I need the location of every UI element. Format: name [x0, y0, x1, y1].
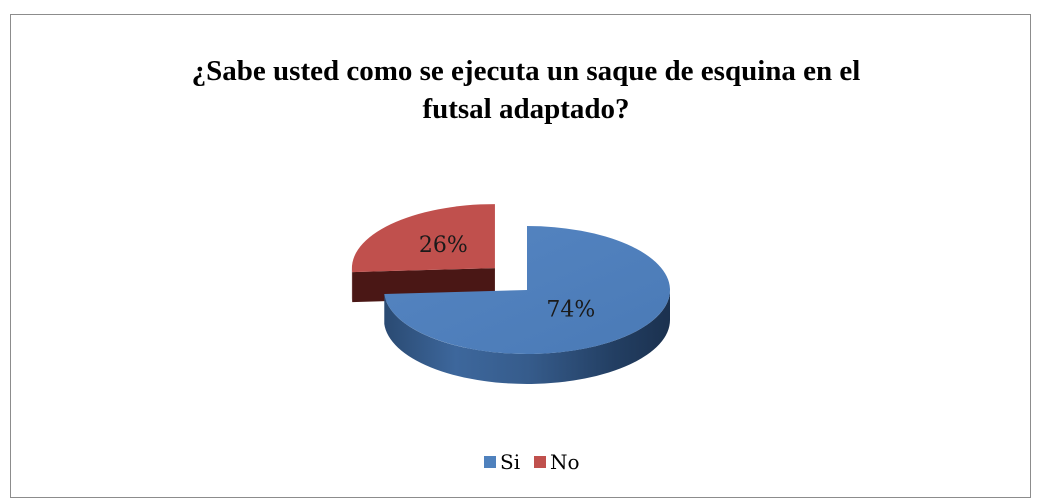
- legend-swatch-no: [534, 456, 546, 468]
- data-label-si: 74%: [546, 297, 595, 322]
- chart-title-line-2: futsal adaptado?: [422, 93, 629, 125]
- data-label-no: 26%: [419, 233, 468, 258]
- chart-legend: Si No: [484, 450, 580, 474]
- chart-title-line-1: ¿Sabe usted como se ejecuta un saque de …: [192, 55, 861, 87]
- legend-label-si: Si: [500, 450, 520, 474]
- legend-swatch-si: [484, 456, 496, 468]
- legend-label-no: No: [550, 450, 580, 474]
- chart-title: ¿Sabe usted como se ejecuta un saque de …: [192, 55, 861, 125]
